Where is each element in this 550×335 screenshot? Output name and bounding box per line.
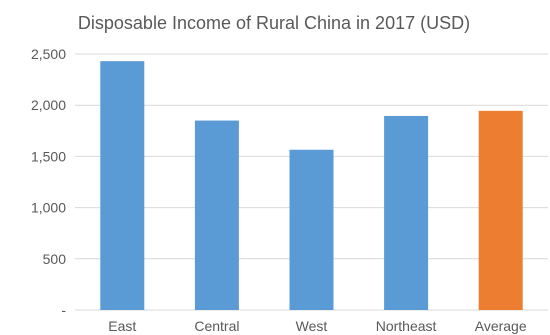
y-tick-label: 2,000 bbox=[31, 97, 66, 113]
x-tick-label: Northeast bbox=[376, 318, 437, 334]
bar-west bbox=[289, 149, 334, 310]
y-axis-tick-labels: - 500 1,000 1,500 2,000 2,500 bbox=[31, 46, 66, 318]
x-axis-tick-labels: East Central West Northeast Average bbox=[108, 318, 527, 334]
x-tick-label: East bbox=[108, 318, 136, 334]
y-tick-label: 2,500 bbox=[31, 46, 66, 62]
bar-northeast bbox=[384, 115, 429, 311]
bars bbox=[100, 61, 523, 311]
bar-average bbox=[478, 110, 523, 310]
x-tick-label: Central bbox=[194, 318, 239, 334]
x-tick-label: West bbox=[296, 318, 328, 334]
y-tick-label: - bbox=[61, 302, 66, 318]
chart-title: Disposable Income of Rural China in 2017… bbox=[78, 13, 470, 33]
y-tick-label: 1,500 bbox=[31, 148, 66, 164]
bar-east bbox=[100, 61, 145, 310]
y-tick-label: 1,000 bbox=[31, 200, 66, 216]
x-tick-label: Average bbox=[475, 318, 527, 334]
bar-central bbox=[194, 120, 239, 310]
y-tick-label: 500 bbox=[43, 251, 67, 267]
